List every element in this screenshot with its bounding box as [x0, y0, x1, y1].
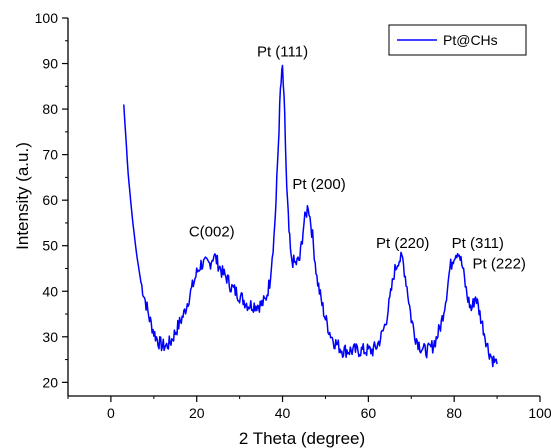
- series-line-pt-chs: [123, 64, 498, 368]
- x-tick-label: 100: [528, 405, 551, 421]
- y-tick-label: 80: [42, 101, 58, 117]
- y-tick-label: 30: [42, 329, 58, 345]
- x-tick-label: 20: [189, 405, 205, 421]
- legend: Pt@CHs: [388, 24, 527, 56]
- legend-label: Pt@CHs: [443, 32, 498, 48]
- y-tick-label: 20: [42, 374, 58, 390]
- y-tick-label: 90: [42, 56, 58, 72]
- x-tick-label: 60: [361, 405, 377, 421]
- x-tick-label: 40: [275, 405, 291, 421]
- x-tick-label: 0: [107, 405, 115, 421]
- peak-label: Pt (200): [292, 176, 345, 193]
- peak-label: C(002): [189, 224, 235, 241]
- peak-annotations: C(002) Pt (111) Pt (200) Pt (220) Pt (311) Pt…: [189, 44, 526, 273]
- peak-label: Pt (222): [473, 255, 526, 272]
- y-tick-label: 50: [42, 238, 58, 254]
- plot-area: [123, 64, 498, 368]
- y-tick-label: 70: [42, 147, 58, 163]
- axes: 0 20 40 60 80 100 20 30 40 50 60 70 80 90 100: [35, 10, 551, 421]
- x-axis-title: 2 Theta (degree): [239, 429, 365, 448]
- y-tick-label: 100: [35, 10, 59, 26]
- peak-label: Pt (111): [257, 44, 308, 61]
- y-axis-title: Intensity (a.u.): [13, 142, 32, 250]
- peak-label: Pt (311): [452, 235, 504, 252]
- peak-label: Pt (220): [376, 235, 429, 252]
- y-tick-label: 60: [42, 192, 58, 208]
- y-tick-label: 40: [42, 283, 58, 299]
- x-tick-label: 80: [446, 405, 462, 421]
